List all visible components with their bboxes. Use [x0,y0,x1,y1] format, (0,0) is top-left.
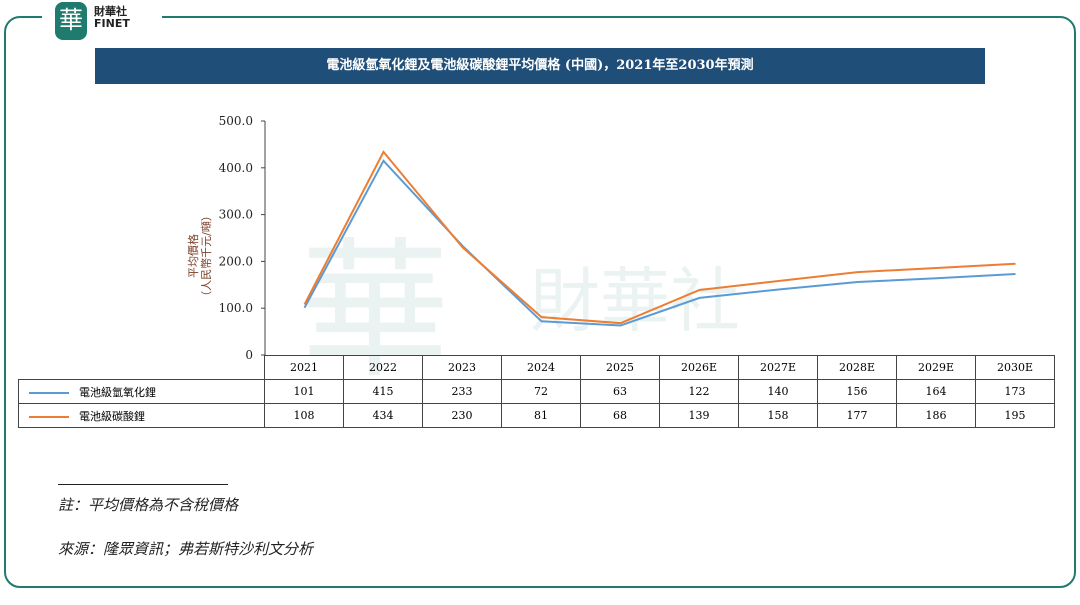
data-cell: 158 [738,403,818,428]
y-tick-label: 200.0 [219,254,253,268]
data-cell: 156 [817,379,897,404]
data-cell: 101 [264,379,344,404]
data-cell: 108 [264,403,344,428]
table-corner [18,355,265,380]
category-label: 2025 [580,355,660,380]
data-cell: 415 [343,379,423,404]
category-label: 2026E [659,355,739,380]
legend-entry: 電池級氫氧化鋰 [18,379,265,404]
y-tick-label: 400.0 [219,161,253,175]
data-cell: 186 [896,403,976,428]
y-tick-label: 100.0 [219,301,253,315]
legend-entry: 電池級碳酸鋰 [18,403,265,428]
chart-title: 電池級氫氧化鋰及電池級碳酸鋰平均價格 (中國)，2021年至2030年預測 [95,48,985,84]
data-cell: 230 [422,403,502,428]
data-cell: 63 [580,379,660,404]
notes-divider [58,484,228,485]
data-cell: 177 [817,403,897,428]
category-label: 2030E [975,355,1055,380]
note-text: 註：平均價格為不含稅價格 [58,496,239,514]
y-tick-label: 300.0 [219,208,253,222]
data-cell: 140 [738,379,818,404]
data-table: 2021 2022 2023 2024 2025 2026E 2027E 2028E 2029E… [18,355,1055,428]
category-label: 2024 [501,355,581,380]
data-cell: 195 [975,403,1055,428]
frame-border [4,16,1076,588]
category-label: 2022 [343,355,423,380]
series-line-1 [303,150,1016,325]
brand-en: FINET [94,17,130,30]
finet-logo: 華 [55,2,87,40]
category-label: 2029E [896,355,976,380]
watermark-text: 財華社 [530,260,740,342]
data-cell: 233 [422,379,502,404]
y-tick-label: 0 [245,348,253,362]
y-axis-label: 平均價格（人民幣千元/噸） [186,210,213,302]
source-text: 來源：隆眾資訊；弗若斯特沙利文分析 [58,540,314,558]
category-label: 2021 [264,355,344,380]
data-cell: 81 [501,403,581,428]
brand-name: 財華社 FINET [94,6,130,30]
legend-swatch [29,391,69,394]
series-line-0 [303,159,1016,327]
data-cell: 173 [975,379,1055,404]
category-label: 2023 [422,355,502,380]
brand-cn: 財華社 [94,5,127,18]
data-cell: 72 [501,379,581,404]
data-cell: 122 [659,379,739,404]
data-cell: 68 [580,403,660,428]
data-cell: 164 [896,379,976,404]
category-label: 2028E [817,355,897,380]
data-cell: 139 [659,403,739,428]
legend-label: 電池級碳酸鋰 [79,409,145,423]
legend-swatch [29,415,69,418]
y-tick-label: 500.0 [219,114,253,128]
category-label: 2027E [738,355,818,380]
data-cell: 434 [343,403,423,428]
legend-label: 電池級氫氧化鋰 [79,385,156,399]
